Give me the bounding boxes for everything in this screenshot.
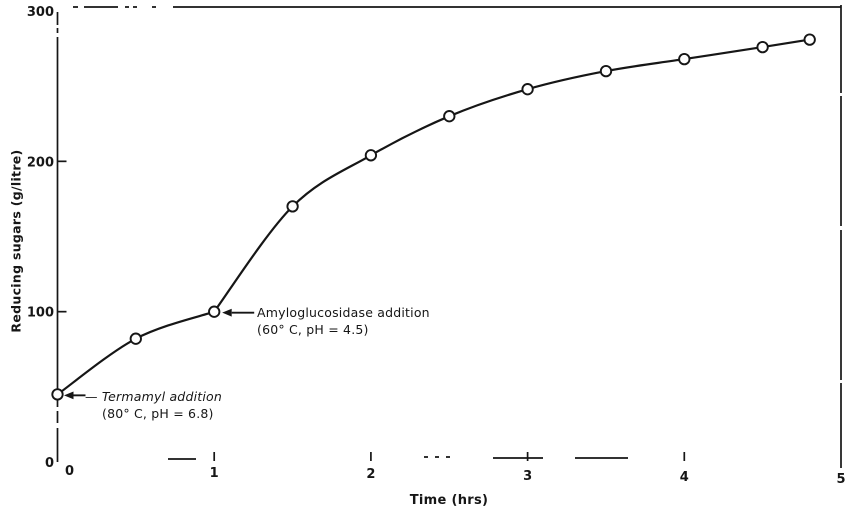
annotation-amyloglucosidase: Amyloglucosidase addition (60° C, pH = 4… [257,304,430,338]
data-point-3 [521,83,534,96]
annotation-amyloglucosidase-line1: Amyloglucosidase addition [257,305,430,320]
y-axis-title: Reducing sugars (g/litre) [8,149,24,333]
x-axis-line [168,456,628,460]
x-tick-label-4: 4 [680,470,689,485]
y-tick-label-300: 300 [27,5,54,20]
x-tick-label-0: 0 [65,464,74,479]
y-tick-label-100: 100 [27,306,54,321]
y-tick-label-0: 0 [45,456,54,471]
data-point-2.5 [443,110,456,123]
x-tick-label-5: 5 [836,472,845,487]
annotation-amyloglucosidase-line2: (60° C, pH = 4.5) [257,322,369,337]
data-point-2 [364,149,378,162]
data-point-1.5 [286,200,299,213]
annotation-termamyl: — Termamyl addition (80° C, pH = 6.8) [85,388,222,422]
data-curve [56,38,811,396]
data-point-4 [678,52,691,66]
x-tick-label-1: 1 [210,466,219,481]
annotation-arrowhead-1 [222,308,232,317]
annotation-arrowhead-0 [64,391,74,400]
annotation-termamyl-line2: (80° C, pH = 6.8) [102,406,214,421]
data-point-1 [208,305,221,318]
data-point-4.8 [803,33,816,46]
x-tick-label-3: 3 [523,469,532,484]
data-point-0 [51,388,64,401]
data-point-3.5 [599,64,613,78]
x-tick-label-2: 2 [366,467,375,482]
y-tick-label-200: 200 [27,155,54,170]
annotation-termamyl-line1: — Termamyl addition [85,389,222,404]
data-point-4.5 [756,40,769,54]
data-point-0.5 [129,332,142,345]
x-axis-title: Time (hrs) [409,493,489,508]
